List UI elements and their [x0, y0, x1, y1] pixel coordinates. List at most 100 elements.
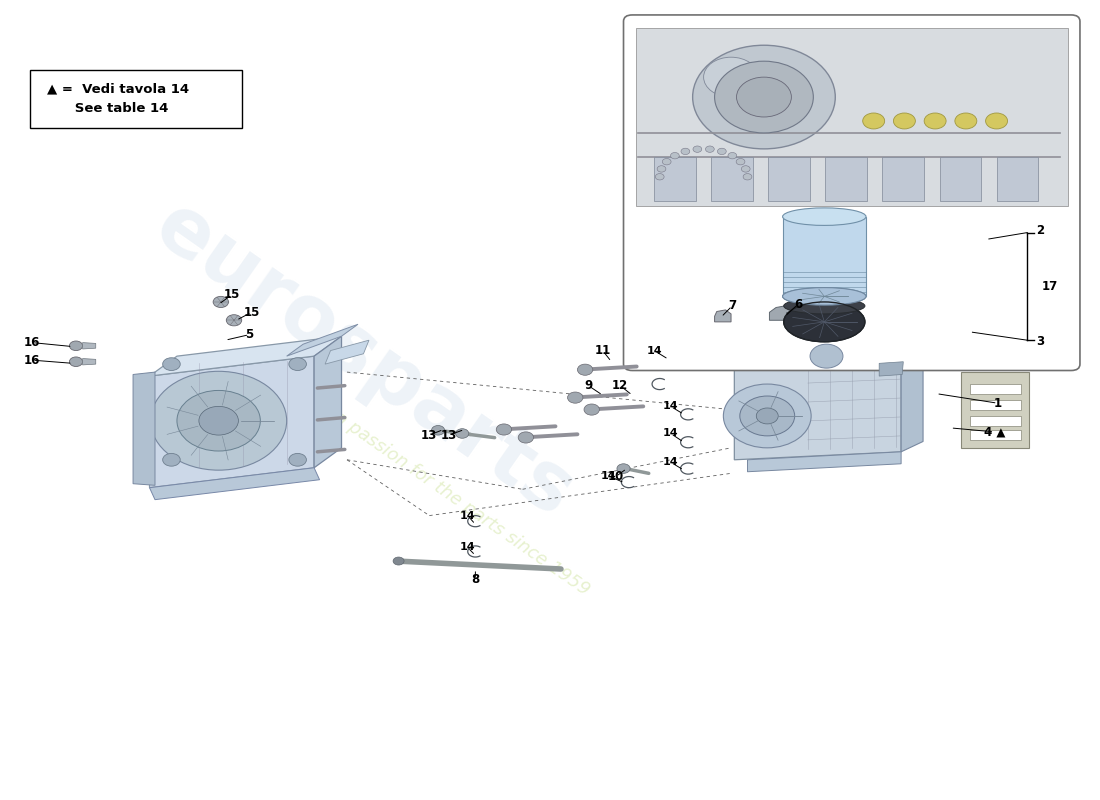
Text: 6: 6 [794, 298, 802, 311]
Circle shape [289, 358, 307, 370]
Text: 7: 7 [728, 299, 736, 313]
Polygon shape [82, 342, 96, 349]
Polygon shape [879, 362, 903, 376]
Circle shape [568, 392, 583, 403]
Ellipse shape [782, 287, 866, 305]
Circle shape [986, 113, 1008, 129]
Circle shape [213, 296, 229, 307]
Ellipse shape [783, 302, 865, 342]
Bar [970, 416, 1021, 426]
Circle shape [810, 344, 843, 368]
Polygon shape [150, 336, 341, 376]
Circle shape [693, 46, 835, 149]
Circle shape [431, 426, 444, 435]
FancyBboxPatch shape [30, 70, 242, 128]
Text: 12: 12 [612, 379, 628, 392]
FancyBboxPatch shape [636, 28, 1068, 206]
Circle shape [163, 358, 180, 370]
Polygon shape [997, 157, 1038, 201]
Bar [970, 430, 1021, 440]
Text: 1: 1 [993, 397, 1002, 410]
Text: 15: 15 [223, 288, 240, 302]
Circle shape [704, 57, 759, 97]
Circle shape [227, 314, 242, 326]
Polygon shape [315, 336, 341, 468]
Text: 10: 10 [607, 470, 624, 483]
Text: 15: 15 [243, 306, 260, 319]
Text: 3: 3 [1036, 335, 1044, 348]
Polygon shape [748, 452, 901, 472]
Circle shape [69, 357, 82, 366]
Ellipse shape [782, 287, 866, 305]
Circle shape [715, 61, 813, 133]
Text: 16: 16 [24, 354, 41, 366]
Polygon shape [961, 372, 1030, 448]
Circle shape [681, 148, 690, 154]
Circle shape [656, 174, 664, 180]
Circle shape [662, 158, 671, 165]
Circle shape [741, 166, 750, 172]
Text: 13: 13 [421, 429, 438, 442]
FancyBboxPatch shape [624, 15, 1080, 370]
Polygon shape [882, 157, 924, 201]
Circle shape [693, 146, 702, 152]
Circle shape [69, 341, 82, 350]
Polygon shape [133, 372, 155, 486]
Polygon shape [735, 356, 901, 460]
Circle shape [728, 153, 737, 159]
Circle shape [177, 390, 261, 451]
Polygon shape [150, 356, 315, 488]
Circle shape [737, 77, 791, 117]
Circle shape [163, 454, 180, 466]
Circle shape [717, 148, 726, 154]
Circle shape [924, 113, 946, 129]
Circle shape [578, 364, 593, 375]
Circle shape [584, 404, 600, 415]
Polygon shape [939, 157, 981, 201]
Circle shape [736, 158, 745, 165]
Polygon shape [712, 157, 754, 201]
Circle shape [617, 464, 630, 474]
Text: 14: 14 [460, 510, 475, 521]
Text: 14: 14 [663, 457, 679, 467]
Bar [970, 384, 1021, 394]
Text: 14: 14 [647, 346, 662, 355]
Circle shape [151, 371, 287, 470]
Circle shape [671, 153, 680, 159]
Circle shape [455, 429, 469, 438]
Polygon shape [654, 157, 696, 201]
Circle shape [862, 113, 884, 129]
Text: 5: 5 [245, 328, 253, 341]
Text: 8: 8 [471, 573, 480, 586]
Circle shape [657, 166, 665, 172]
Polygon shape [769, 306, 791, 320]
Polygon shape [715, 310, 732, 322]
Text: 2: 2 [1036, 225, 1044, 238]
Polygon shape [768, 157, 810, 201]
Polygon shape [287, 324, 358, 356]
Circle shape [724, 384, 811, 448]
Text: See table 14: See table 14 [47, 102, 168, 115]
Text: 14: 14 [460, 542, 475, 553]
Polygon shape [825, 157, 867, 201]
Circle shape [705, 146, 714, 152]
Ellipse shape [783, 298, 865, 314]
Circle shape [518, 432, 534, 443]
Circle shape [757, 408, 778, 424]
Text: 16: 16 [24, 336, 41, 349]
Text: 14: 14 [601, 470, 616, 481]
Polygon shape [735, 346, 923, 364]
Text: 17: 17 [1042, 280, 1058, 293]
Text: 9: 9 [584, 379, 593, 392]
Polygon shape [782, 217, 866, 296]
Circle shape [955, 113, 977, 129]
Text: 4 ▲: 4 ▲ [983, 426, 1005, 438]
Bar [970, 400, 1021, 410]
Text: eurosparts: eurosparts [139, 186, 587, 534]
Polygon shape [82, 358, 96, 365]
Text: 13: 13 [441, 429, 458, 442]
Circle shape [893, 113, 915, 129]
Circle shape [740, 396, 794, 436]
Circle shape [199, 406, 239, 435]
Text: a passion for the parts since 1959: a passion for the parts since 1959 [331, 408, 593, 599]
